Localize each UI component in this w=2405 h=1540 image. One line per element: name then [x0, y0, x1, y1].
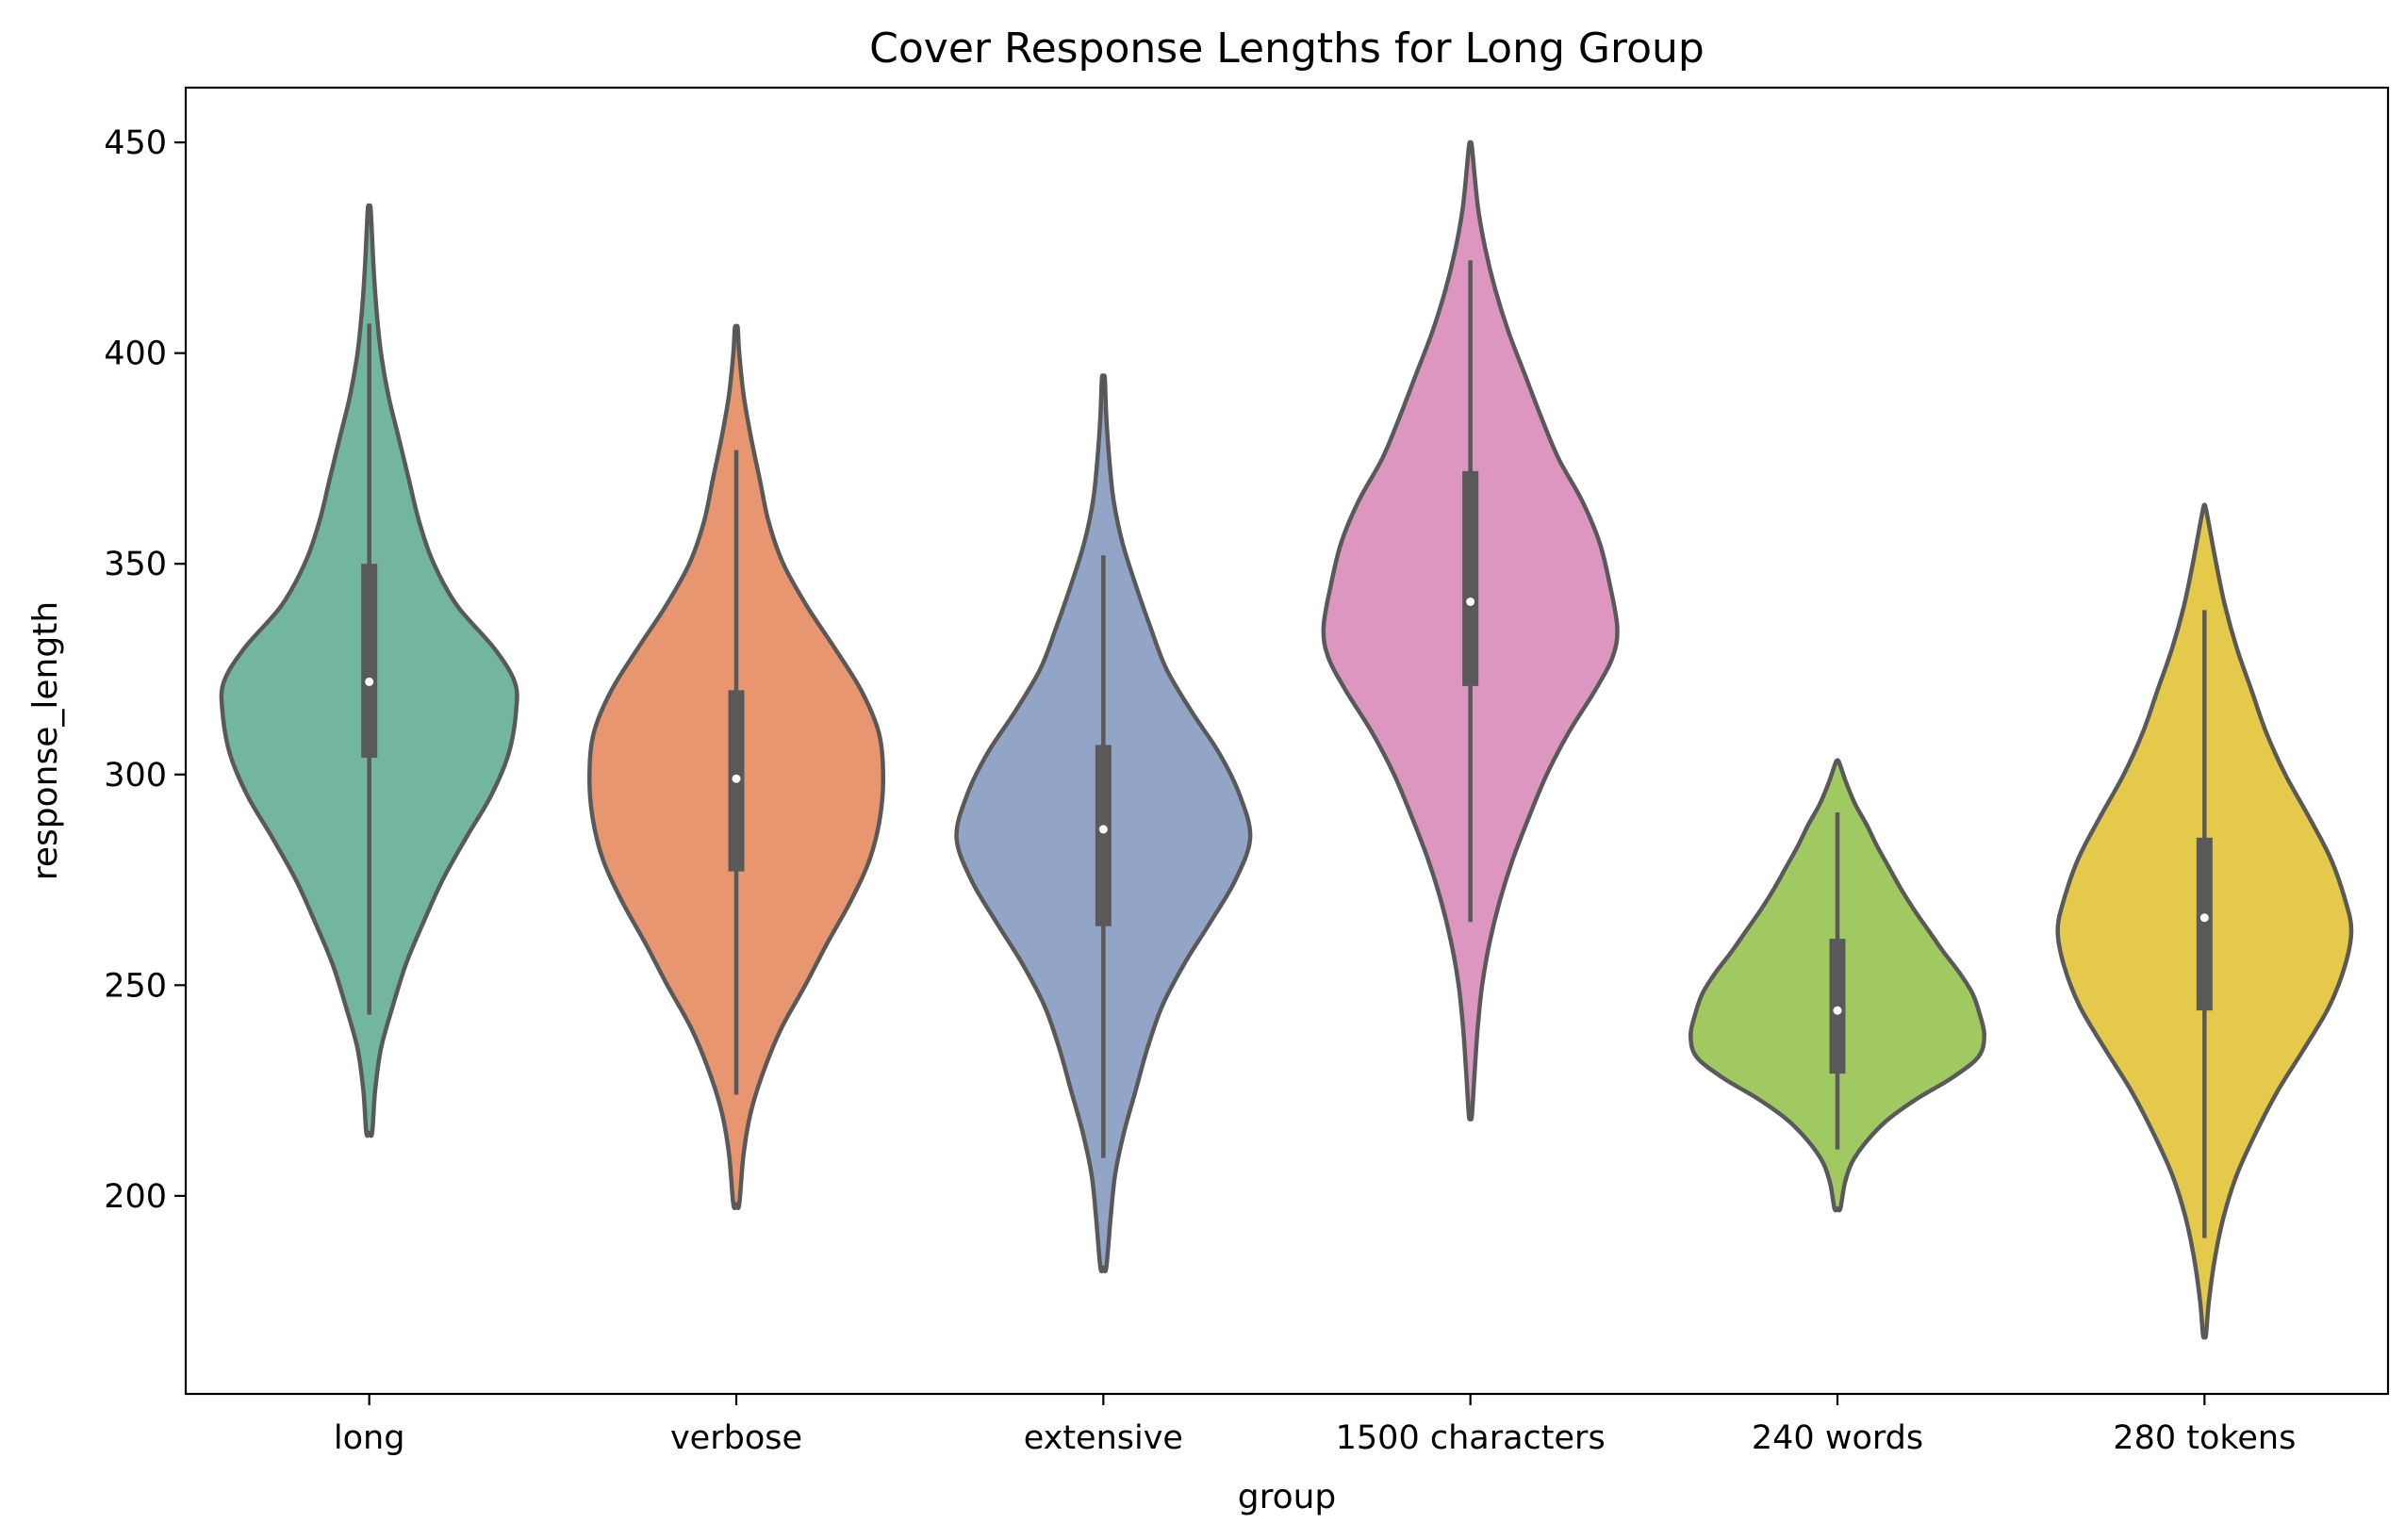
y-tick-label-200: 200: [104, 1178, 167, 1216]
chart-title: Cover Response Lengths for Long Group: [869, 25, 1705, 73]
y-tick-label-450: 450: [104, 124, 167, 162]
y-tick-label-400: 400: [104, 336, 167, 373]
x-tick-label-verbose: verbose: [670, 1419, 802, 1457]
y-tick-label-350: 350: [104, 546, 167, 583]
x-tick-label-1500-characters: 1500 characters: [1336, 1419, 1606, 1457]
iqr-box-long: [361, 564, 378, 758]
violin-group-verbose: [586, 323, 886, 1210]
violin-group-1500-characters: [1321, 139, 1620, 1122]
violin-group-240-words: [1688, 758, 1986, 1213]
violin-group-extensive: [954, 373, 1253, 1274]
median-dot-verbose: [732, 774, 741, 783]
y-tick-label-300: 300: [104, 757, 167, 795]
iqr-box-extensive: [1095, 745, 1112, 926]
x-tick-label-long: long: [334, 1419, 405, 1457]
x-tick-label-280-tokens: 280 tokens: [2113, 1419, 2296, 1457]
violins-layer: [219, 139, 2354, 1340]
median-dot-280-tokens: [2199, 913, 2209, 923]
median-dot-extensive: [1098, 825, 1108, 834]
median-dot-long: [365, 677, 374, 686]
y-tick-label-250: 250: [104, 967, 167, 1005]
x-tick-label-extensive: extensive: [1024, 1419, 1183, 1457]
x-axis: long verbose extensive 1500 characters 240 w…: [334, 1394, 2296, 1457]
iqr-box-280-tokens: [2196, 837, 2213, 1011]
median-dot-1500-characters: [1466, 597, 1475, 606]
y-axis: 200 250 300 350 400 450: [104, 124, 186, 1216]
median-dot-240-words: [1833, 1006, 1842, 1015]
y-axis-label: response_length: [26, 601, 65, 880]
plot-frame: [184, 86, 2390, 1396]
x-tick-label-240-words: 240 words: [1752, 1419, 1923, 1457]
iqr-box-1500-characters: [1462, 470, 1479, 686]
violin-group-280-tokens: [2055, 502, 2354, 1340]
x-axis-label: group: [1238, 1478, 1337, 1516]
violin-group-long: [219, 203, 519, 1139]
